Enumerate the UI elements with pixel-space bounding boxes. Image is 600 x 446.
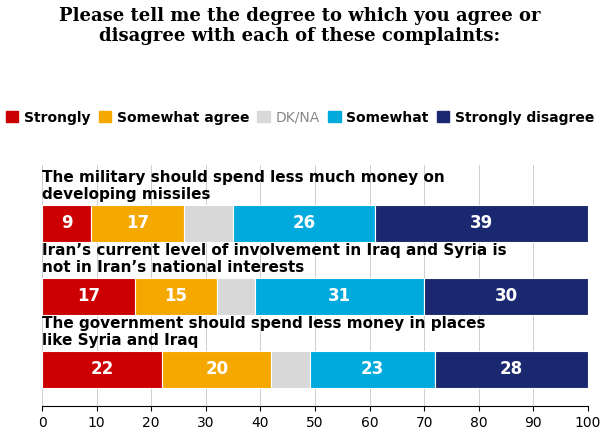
Bar	[217, 278, 255, 314]
Text: Iran’s current level of involvement in Iraq and Syria is
not in Iran’s national : Iran’s current level of involvement in I…	[42, 243, 506, 275]
Text: 39: 39	[470, 215, 493, 232]
Bar	[135, 278, 217, 314]
Text: 30: 30	[494, 287, 518, 306]
Bar	[162, 351, 271, 388]
Bar	[42, 278, 135, 314]
Bar	[42, 351, 162, 388]
Bar	[310, 351, 435, 388]
Text: 15: 15	[164, 287, 187, 306]
Text: 9: 9	[61, 215, 73, 232]
Bar	[435, 351, 588, 388]
Text: Please tell me the degree to which you agree or
disagree with each of these comp: Please tell me the degree to which you a…	[59, 7, 541, 45]
Text: 31: 31	[328, 287, 351, 306]
Bar	[255, 278, 424, 314]
Text: 23: 23	[361, 360, 384, 378]
Bar	[424, 278, 588, 314]
Text: 17: 17	[126, 215, 149, 232]
Bar	[91, 205, 184, 242]
Text: 17: 17	[77, 287, 100, 306]
Bar	[184, 205, 233, 242]
Bar	[375, 205, 588, 242]
Text: The military should spend less much money on
developing missiles: The military should spend less much mone…	[42, 170, 445, 202]
Text: The government should spend less money in places
like Syria and Iraq: The government should spend less money i…	[42, 316, 485, 348]
Text: 22: 22	[91, 360, 113, 378]
Text: 28: 28	[500, 360, 523, 378]
Bar	[233, 205, 375, 242]
Bar	[42, 205, 91, 242]
Text: 26: 26	[293, 215, 316, 232]
Legend: Strongly, Somewhat agree, DK/NA, Somewhat, Strongly disagree: Strongly, Somewhat agree, DK/NA, Somewha…	[0, 105, 600, 130]
Text: 20: 20	[205, 360, 228, 378]
Bar	[271, 351, 310, 388]
